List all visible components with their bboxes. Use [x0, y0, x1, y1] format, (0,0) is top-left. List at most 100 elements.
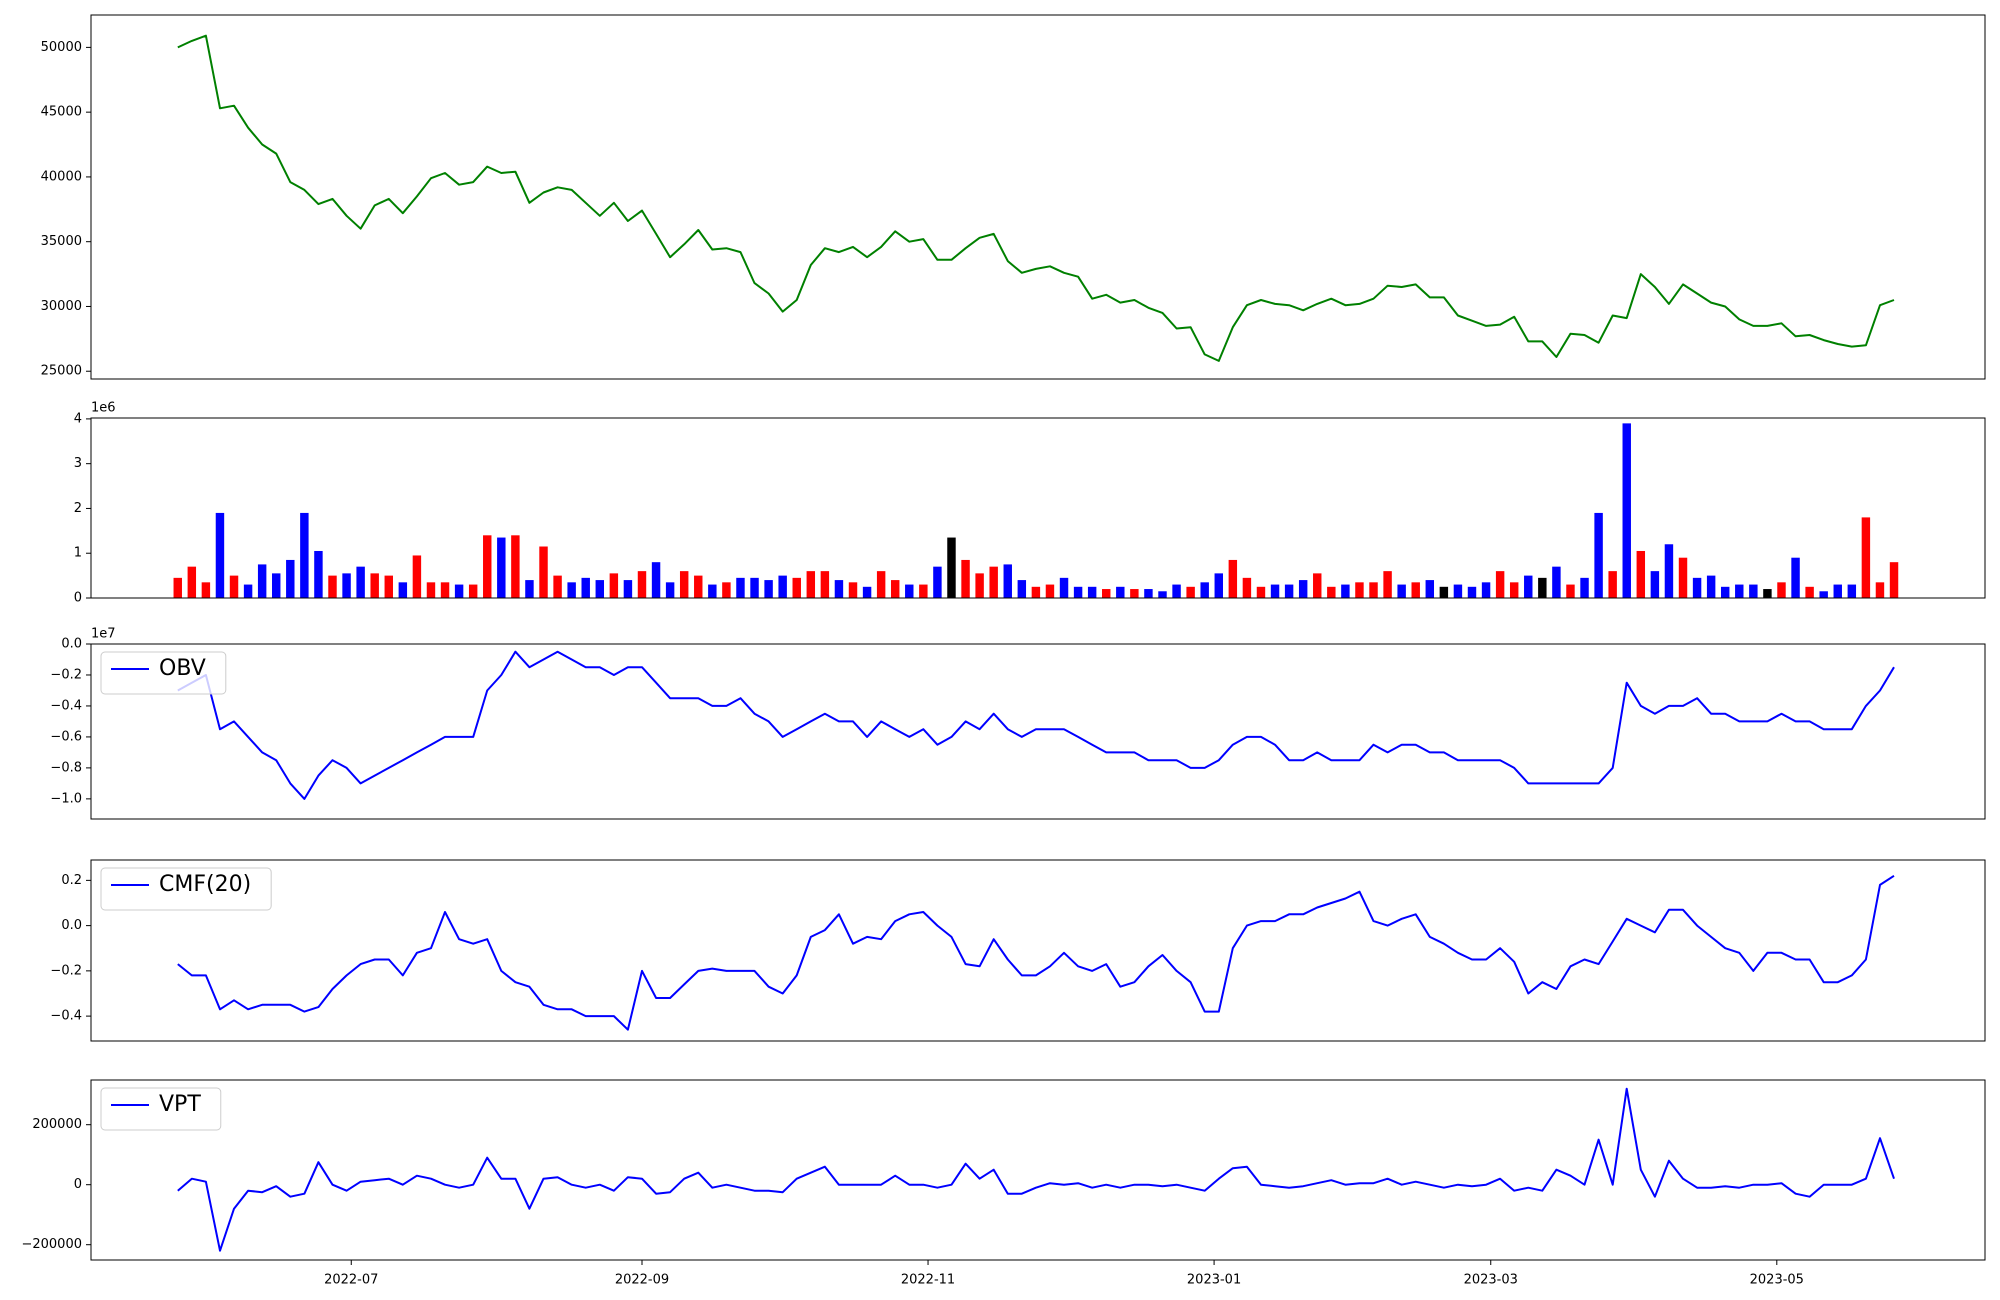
y-tick-label: 40000: [41, 169, 82, 184]
volume-bar: [1256, 586, 1266, 598]
volume-bar: [1833, 584, 1842, 598]
y-tick-label: −0.2: [50, 963, 82, 978]
volume-bar: [1158, 591, 1167, 598]
volume-bar: [215, 512, 225, 598]
volume-bar: [286, 559, 295, 598]
volume-bar: [1636, 550, 1646, 598]
volume-bar: [1270, 584, 1280, 598]
volume-bar: [1805, 586, 1814, 598]
legend: CMF(20): [100, 867, 272, 911]
volume-bar: [553, 575, 562, 598]
volume-bar: [876, 571, 886, 598]
panel: −1.0 −0.8 −0.6 −0.4 −0.2 0.0 1e7 OBV: [50, 627, 1986, 820]
panel-frame: [90, 417, 1986, 599]
volume-bar: [1327, 586, 1336, 598]
volume-bar: [201, 582, 211, 598]
volume-bar: [736, 577, 745, 598]
volume-bar: [1369, 582, 1378, 598]
volume-bar: [229, 575, 239, 598]
volume-bar: [314, 550, 323, 598]
volume-bar: [257, 564, 267, 598]
volume-bar: [1749, 584, 1758, 598]
volume-bar: [989, 566, 998, 598]
volume-bar: [483, 535, 492, 598]
volume-bar: [511, 535, 520, 598]
x-tick-label: 2022-07: [324, 1273, 378, 1288]
volume-bar: [1495, 571, 1505, 598]
legend: VPT: [100, 1087, 222, 1131]
volume-bar: [1481, 582, 1491, 598]
volume-bar: [919, 584, 928, 598]
volume-bar: [1397, 584, 1406, 598]
panel-frame: [90, 859, 1986, 1042]
volume-bar: [1242, 577, 1252, 598]
volume-bar: [370, 573, 379, 598]
volume-bar: [300, 512, 309, 598]
series-line: [177, 34, 1895, 362]
volume-bar: [1552, 566, 1561, 598]
panel: −200000 0 200000 VPT: [21, 1079, 1986, 1261]
volume-bar: [1228, 559, 1238, 598]
volume-bar: [1608, 571, 1617, 598]
volume-bar: [1566, 584, 1575, 598]
y-tick-label: 50000: [41, 40, 82, 55]
volume-bar: [384, 575, 393, 598]
volume-bar: [440, 582, 450, 598]
x-tick-label: 2023-05: [1750, 1273, 1804, 1288]
legend-label: CMF(20): [159, 872, 251, 897]
volume-bar: [1144, 589, 1153, 598]
volume-bar: [1439, 586, 1449, 598]
volume-bar: [595, 580, 605, 598]
volume-bar: [609, 573, 619, 598]
volume-bar: [1453, 584, 1463, 598]
volume-bar: [1425, 580, 1435, 598]
panel: 0 1 2 3 4 1e6: [74, 401, 1986, 606]
volume-bar: [750, 577, 759, 598]
volume-bar: [1509, 582, 1519, 598]
volume-bar: [412, 555, 422, 598]
y-tick-label: 35000: [41, 234, 82, 249]
legend: OBV: [100, 651, 227, 695]
volume-bar: [1847, 584, 1857, 598]
volume-bar: [708, 584, 717, 598]
y-tick-label: 1: [74, 546, 82, 561]
volume-bar: [539, 546, 548, 598]
volume-bar: [1819, 591, 1828, 598]
x-tick-label: 2023-01: [1187, 1273, 1241, 1288]
volume-bar: [1622, 423, 1631, 598]
volume-bar: [581, 577, 590, 598]
panel-frame: [90, 643, 1986, 820]
y-tick-label: 0: [74, 591, 82, 606]
series-line: [177, 650, 1895, 800]
volume-bar: [1116, 586, 1125, 598]
volume-bar: [623, 580, 633, 598]
volume-bar: [272, 573, 281, 598]
legend-label: OBV: [159, 656, 206, 681]
volume-bar: [665, 582, 675, 598]
y-tick-label: 30000: [41, 299, 82, 314]
panel: 25000 30000 35000 40000 45000 50000: [41, 14, 1986, 380]
volume-bar: [1763, 589, 1772, 598]
volume-bar: [1706, 575, 1716, 598]
volume-bar: [1355, 582, 1364, 598]
volume-bar: [356, 566, 365, 598]
volume-bar: [454, 584, 464, 598]
y-tick-label: −0.4: [50, 1009, 82, 1024]
y-tick-label: −200000: [21, 1237, 82, 1252]
volume-bar: [1875, 582, 1885, 598]
volume-bar: [1889, 562, 1899, 598]
volume-bar: [1777, 582, 1786, 598]
volume-bar: [792, 577, 801, 598]
volume-bar: [1580, 577, 1589, 598]
volume-bar: [1059, 577, 1069, 598]
panel: −0.4 −0.2 0.0 0.2 CMF(20): [50, 859, 1986, 1042]
volume-bar: [1031, 586, 1041, 598]
y-tick-label: −0.4: [50, 698, 82, 713]
volume-bar: [933, 566, 942, 598]
volume-bar: [1735, 584, 1744, 598]
volume-bar: [1791, 557, 1800, 598]
volume-bar: [1524, 575, 1533, 598]
volume-bar: [1130, 589, 1139, 598]
volume-bar: [975, 573, 984, 598]
volume-bar: [187, 566, 197, 598]
